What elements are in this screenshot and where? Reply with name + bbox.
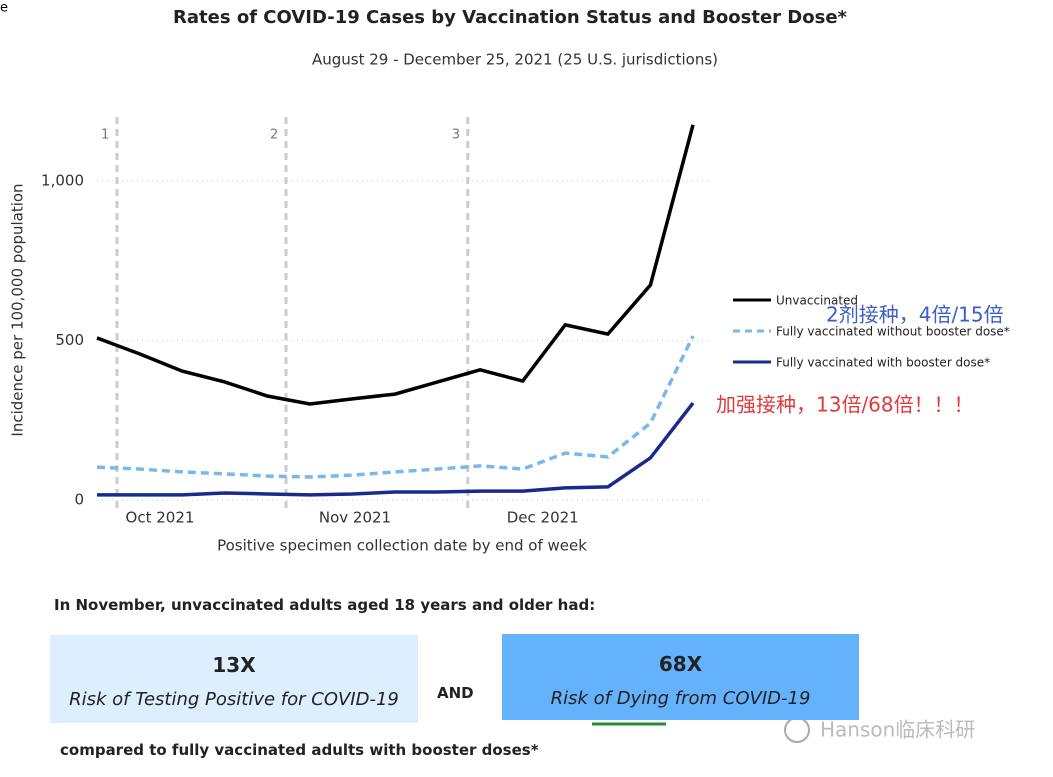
- series-line: [96, 124, 695, 406]
- x-tick-label: Oct 2021: [126, 509, 195, 527]
- stat-value: 13X: [212, 653, 256, 677]
- and-text: AND: [437, 684, 474, 702]
- series-line: [96, 335, 695, 479]
- stat-value: 68X: [658, 652, 703, 676]
- summary-outro: compared to fully vaccinated adults with…: [60, 741, 539, 759]
- legend-label: Unvaccinated: [776, 294, 858, 308]
- chart-title: Rates of COVID-19 Cases by Vaccination S…: [173, 7, 847, 28]
- reference-label: 2: [270, 128, 278, 143]
- annotation: 2剂接种，4倍/15倍: [826, 303, 1004, 327]
- corner-text: e: [0, 1, 8, 16]
- x-axis-label: Positive specimen collection date by end…: [217, 537, 587, 555]
- reference-label: 1: [101, 128, 109, 143]
- x-tick-label: Nov 2021: [319, 509, 391, 527]
- y-axis-label: Incidence per 100,000 population: [9, 183, 27, 436]
- annotation: 加强接种，13倍/68倍！！！: [716, 393, 974, 417]
- stat-box: 13X Risk of Testing Positive for COVID-1…: [50, 635, 418, 723]
- stat-box: 68X Risk of Dying from COVID-19: [502, 634, 859, 720]
- y-tick-label: 1,000: [41, 172, 84, 190]
- stat-text: Risk of Testing Positive for COVID-19: [69, 689, 399, 710]
- legend-label: Fully vaccinated with booster dose*: [776, 356, 990, 370]
- watermark-icon: [784, 717, 810, 743]
- watermark: Hanson临床科研: [820, 718, 975, 742]
- reference-label: 3: [452, 128, 460, 143]
- stat-text: Risk of Dying from COVID-19: [550, 688, 811, 709]
- chart-subtitle: August 29 - December 25, 2021 (25 U.S. j…: [312, 51, 718, 69]
- legend-label: Fully vaccinated without booster dose*: [776, 325, 1010, 339]
- y-tick-label: 500: [55, 331, 84, 349]
- x-tick-label: Dec 2021: [507, 509, 579, 527]
- y-tick-label: 0: [74, 491, 84, 509]
- series-line: [97, 401, 695, 497]
- summary-intro: In November, unvaccinated adults aged 18…: [54, 596, 596, 614]
